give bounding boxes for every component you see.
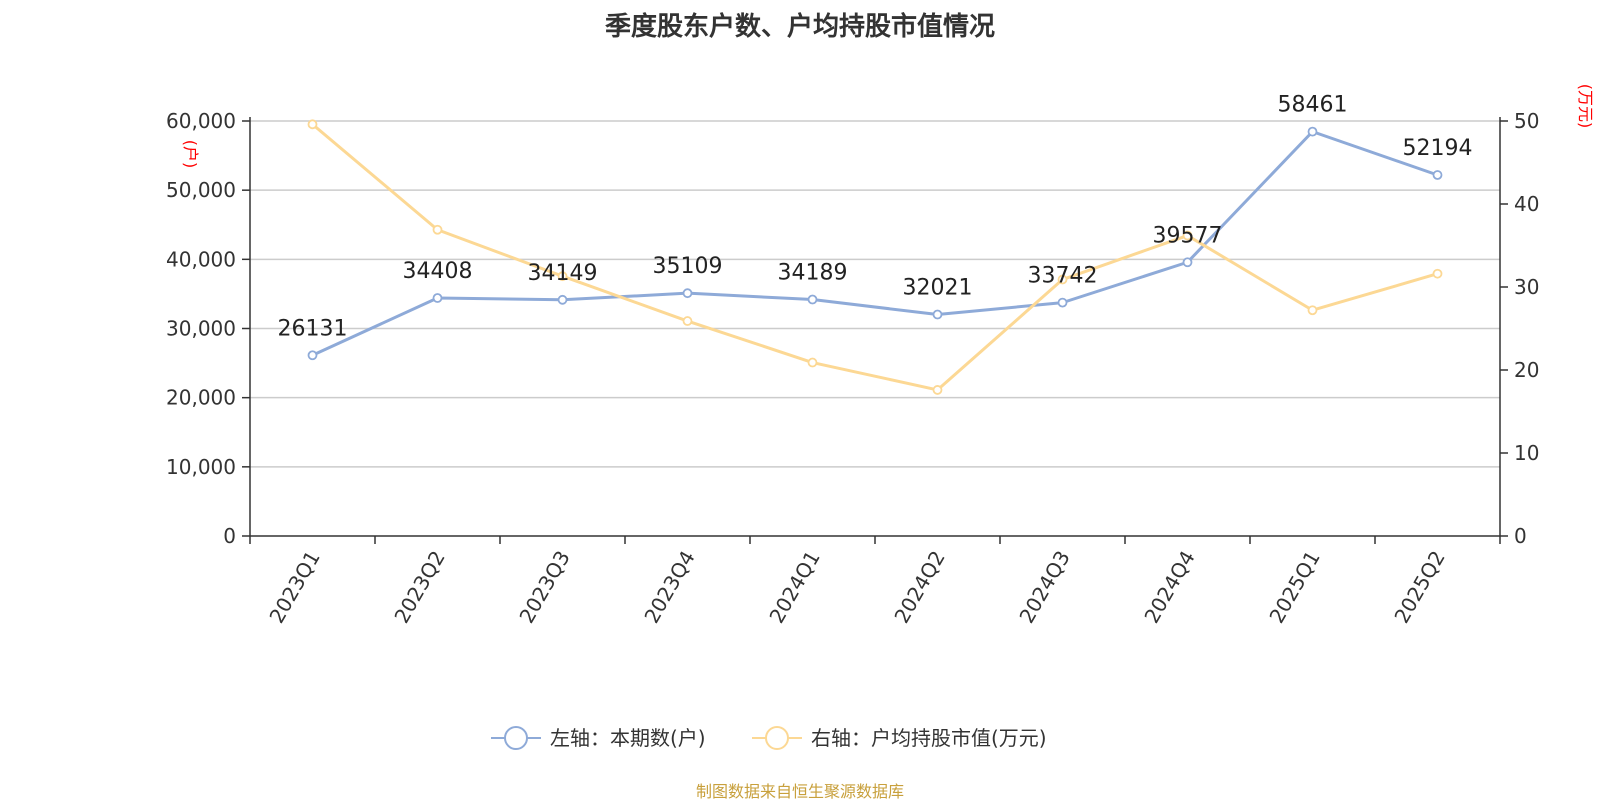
data-label: 35109: [653, 254, 723, 279]
data-point: [1307, 305, 1318, 316]
chart-title: 季度股东户数、户均持股市值情况: [604, 12, 995, 42]
source-note: 制图数据来自恒生聚源数据库: [695, 782, 904, 801]
axes: 0 10,000 20,000 30,000 40,000 50,000 60,000 0 10…: [166, 84, 1595, 627]
data-label: 39577: [1153, 223, 1223, 248]
data-point: [1432, 170, 1443, 180]
y-right-tick-label: 50: [1514, 109, 1539, 133]
y-left-tick-label: 50,000: [166, 178, 236, 202]
data-point: [807, 294, 818, 305]
data-label: 34189: [778, 261, 848, 286]
data-label: 32021: [903, 276, 973, 301]
x-tick-label: 2023Q1: [264, 547, 324, 628]
data-point: [557, 271, 568, 282]
data-point: [1307, 126, 1318, 137]
y-left-tick-label: 20,000: [166, 386, 236, 410]
y-left-tick-label: 10,000: [166, 455, 236, 479]
data-point: [1182, 257, 1193, 268]
legend-label: 右轴：户均持股市值(万元): [811, 726, 1047, 750]
data-point: [557, 294, 568, 305]
data-point: [1432, 268, 1443, 279]
series-line-2: [311, 123, 1438, 392]
x-tick-label: 2025Q2: [1389, 547, 1449, 628]
data-label: 34408: [403, 259, 473, 284]
y-left-tick-label: 40,000: [166, 247, 236, 271]
y-right-tick-label: 20: [1514, 358, 1539, 382]
x-tick-label: 2024Q1: [764, 547, 824, 628]
data-label: 52194: [1403, 136, 1473, 161]
y-left-tick-label: 60,000: [166, 109, 236, 133]
x-tick-label: 2023Q4: [639, 547, 699, 628]
x-tick-label: 2023Q3: [514, 547, 574, 628]
data-point: [932, 309, 943, 320]
x-tick-label: 2025Q1: [1264, 547, 1324, 628]
y-right-unit-label: (万元): [1576, 84, 1595, 129]
data-point: [1057, 274, 1068, 285]
data-point: [307, 119, 318, 130]
series-line-1: [311, 130, 1438, 357]
legend-symbol-marker: [504, 726, 528, 750]
data-label: 26131: [278, 316, 348, 341]
y-left-tick-label: 30,000: [166, 317, 236, 341]
x-tick-label: 2024Q2: [889, 547, 949, 628]
y-right-tick-label: 0: [1514, 524, 1527, 548]
data-point: [1182, 230, 1193, 241]
data-point: [307, 350, 318, 361]
y-right-tick-label: 10: [1514, 441, 1539, 465]
data-point: [1057, 297, 1068, 308]
y-right-tick-label: 30: [1514, 275, 1539, 299]
grid-lines: [250, 120, 1500, 468]
data-label: 58461: [1278, 93, 1348, 118]
series-points: [307, 119, 1443, 395]
x-tick-label: 2024Q3: [1014, 547, 1074, 628]
legend: 左轴：本期数(户) 右轴：户均持股市值(万元): [491, 726, 1047, 750]
y-left-unit-label: (户): [181, 140, 200, 169]
x-tick-label: 2024Q4: [1139, 547, 1199, 628]
legend-symbol-marker: [765, 726, 789, 750]
data-label: 34149: [528, 261, 598, 286]
y-right-tick-label: 40: [1514, 192, 1539, 216]
data-labels: 26131 34408 34149 35109 34189 32021 33742 39577…: [278, 93, 1473, 342]
y-left-tick-label: 0: [223, 524, 236, 548]
data-point: [932, 385, 943, 395]
data-point: [432, 224, 443, 235]
data-point: [807, 357, 818, 368]
data-point: [432, 293, 443, 303]
legend-label: 左轴：本期数(户): [550, 726, 706, 750]
data-point: [682, 288, 693, 299]
data-point: [682, 316, 693, 326]
data-label: 33742: [1028, 264, 1098, 289]
x-tick-label: 2023Q2: [389, 547, 449, 628]
series-lines: [311, 123, 1438, 392]
